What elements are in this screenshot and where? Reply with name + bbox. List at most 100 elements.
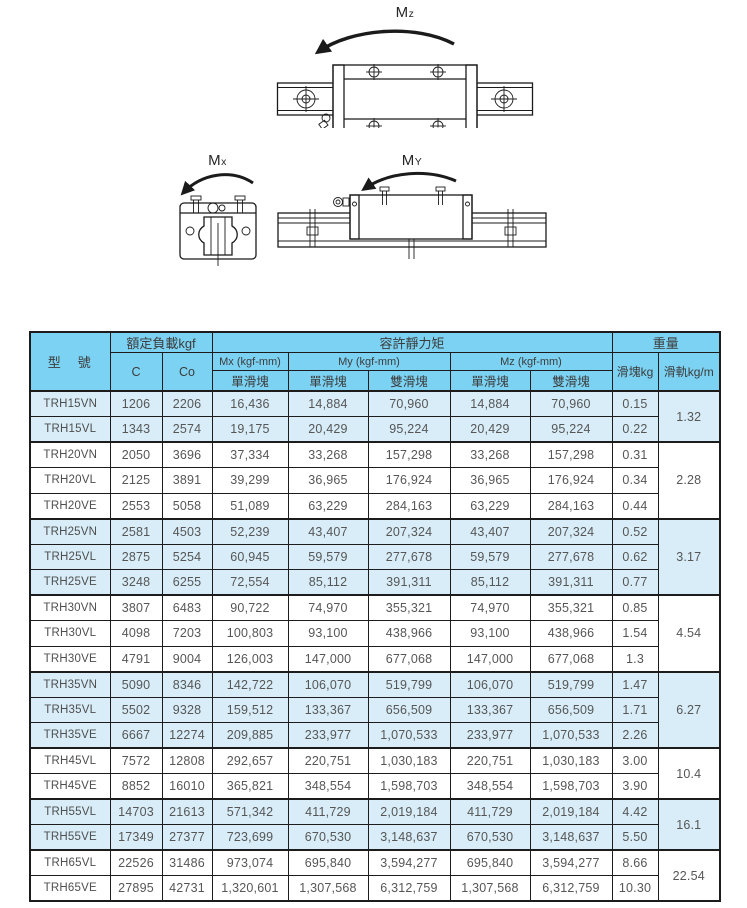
table-row: TRH25VL 2875 5254 60,945 59,579 277,678 59,579…: [29, 543, 720, 570]
value-cell: 5502: [109, 696, 163, 723]
value-cell: 4791: [109, 645, 163, 672]
model-cell: TRH35VL: [29, 696, 111, 723]
value-cell: 1,320,601: [211, 875, 289, 902]
value-cell: 43,407: [287, 517, 369, 545]
value-cell: 519,799: [529, 670, 613, 698]
spec-table: 型 號 額定負載kgf 容許靜力矩 重量 C Co Mx (kgf-mm) My…: [29, 331, 722, 902]
value-cell: 12808: [161, 747, 213, 774]
model-cell: TRH15VL: [29, 416, 111, 443]
table-row: TRH25VN 2581 4503 52,239 43,407 207,324 43,407…: [29, 517, 721, 596]
model-cell: TRH30VL: [29, 620, 111, 647]
value-cell: 70,960: [529, 390, 613, 417]
value-cell: 1,307,568: [287, 875, 369, 902]
block-hole-icon: [430, 118, 446, 128]
value-cell: 133,367: [287, 696, 369, 723]
value-cell: 20,429: [287, 416, 369, 443]
table-row: TRH55VL 14703 21613 571,342 411,729 2,019,184…: [29, 798, 721, 851]
value-cell: 207,324: [529, 517, 613, 545]
header-rated-load: 額定負載kgf: [109, 331, 213, 353]
value-cell: 438,966: [529, 620, 613, 647]
value-cell: 695,840: [287, 849, 369, 876]
value-cell: 2.26: [611, 722, 659, 749]
screw-icon: [190, 195, 202, 213]
model-cell: TRH15VN: [29, 390, 111, 417]
value-cell: 292,657: [211, 747, 289, 774]
value-cell: 10.30: [611, 875, 659, 902]
table-row: TRH65VE 27895 42731 1,320,601 1,307,568 6,312…: [29, 875, 720, 902]
mz-rotation-arrow-icon: [314, 29, 455, 55]
value-cell: 60,945: [211, 543, 289, 570]
value-cell: 6,312,759: [367, 875, 451, 902]
rail-weight-cell: 2.28: [657, 441, 721, 519]
value-cell: 4098: [109, 620, 163, 647]
value-cell: 3,148,637: [529, 824, 613, 851]
value-cell: 8.66: [611, 849, 659, 876]
grease-nipple-icon: [207, 202, 219, 214]
value-cell: 0.77: [611, 569, 659, 596]
value-cell: 0.22: [611, 416, 659, 443]
model-cell: TRH55VE: [29, 824, 111, 851]
my-moment-label: MY: [401, 152, 423, 169]
header-model: 型 號: [29, 331, 111, 392]
header-static-moment: 容許靜力矩: [211, 331, 613, 353]
value-cell: 1,598,703: [367, 773, 451, 800]
value-cell: 7572: [109, 747, 163, 774]
value-cell: 365,821: [211, 773, 289, 800]
value-cell: 133,367: [449, 696, 531, 723]
value-cell: 2574: [161, 416, 213, 443]
value-cell: 3,594,277: [367, 849, 451, 876]
mx-rotation-arrow-icon: [180, 173, 254, 196]
block-hole-icon: [366, 64, 382, 80]
value-cell: 0.34: [611, 467, 659, 494]
value-cell: 5090: [109, 670, 163, 698]
model-cell: TRH25VN: [29, 517, 111, 545]
value-cell: 147,000: [449, 645, 531, 672]
diagram-my-side-view: MY: [276, 152, 548, 266]
value-cell: 2050: [109, 441, 163, 468]
value-cell: 391,311: [367, 569, 451, 596]
model-cell: TRH20VE: [29, 492, 111, 519]
value-cell: 14,884: [287, 390, 369, 417]
value-cell: 220,751: [449, 747, 531, 774]
value-cell: 37,334: [211, 441, 289, 468]
value-cell: 8346: [161, 670, 213, 698]
value-cell: 3891: [161, 467, 213, 494]
value-cell: 36,965: [287, 467, 369, 494]
value-cell: 63,229: [449, 492, 531, 519]
value-cell: 14,884: [449, 390, 531, 417]
header-my-single: 單滑塊: [287, 370, 369, 392]
value-cell: 284,163: [367, 492, 451, 519]
value-cell: 70,960: [367, 390, 451, 417]
value-cell: 6483: [161, 594, 213, 621]
value-cell: 74,970: [287, 594, 369, 621]
model-cell: TRH35VE: [29, 722, 111, 749]
model-cell: TRH25VE: [29, 569, 111, 596]
value-cell: 74,970: [449, 594, 531, 621]
table-row: TRH35VL 5502 9328 159,512 133,367 656,509 133,…: [29, 696, 720, 723]
value-cell: 90,722: [211, 594, 289, 621]
value-cell: 95,224: [529, 416, 613, 443]
value-cell: 233,977: [449, 722, 531, 749]
model-cell: TRH35VN: [29, 670, 111, 698]
value-cell: 3,594,277: [529, 849, 613, 876]
value-cell: 6,312,759: [529, 875, 613, 902]
value-cell: 1.3: [611, 645, 659, 672]
header-mz: Mz (kgf-mm): [449, 352, 613, 371]
mx-moment-label: Mx: [208, 152, 227, 169]
value-cell: 1.54: [611, 620, 659, 647]
model-cell: TRH30VN: [29, 594, 111, 621]
rail-bolt-icon: [408, 239, 415, 259]
value-cell: 3696: [161, 441, 213, 468]
table-row: TRH30VE 4791 9004 126,003 147,000 677,068 147,…: [29, 645, 720, 672]
value-cell: 4.42: [611, 798, 659, 825]
value-cell: 16010: [161, 773, 213, 800]
table-row: TRH30VN 3807 6483 90,722 74,970 355,321 74,970…: [29, 594, 721, 672]
value-cell: 159,512: [211, 696, 289, 723]
rail-weight-cell: 16.1: [657, 798, 721, 851]
value-cell: 43,407: [449, 517, 531, 545]
value-cell: 5.50: [611, 824, 659, 851]
value-cell: 1,307,568: [449, 875, 531, 902]
value-cell: 1,070,533: [367, 722, 451, 749]
value-cell: 176,924: [367, 467, 451, 494]
